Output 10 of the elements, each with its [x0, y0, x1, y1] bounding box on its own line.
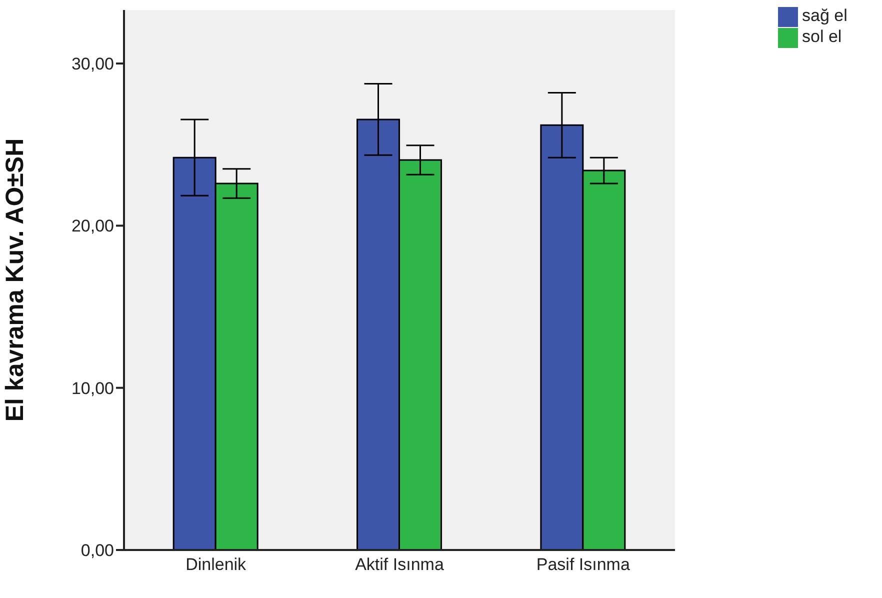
y-axis-title: El kavrama Kuv. AO±SH [0, 138, 29, 422]
y-tick-label: 20,00 [71, 216, 114, 236]
y-tick-label: 30,00 [71, 54, 114, 74]
legend-label: sol el [802, 26, 842, 46]
x-tick-label: Aktif Isınma [355, 555, 444, 574]
x-tick-label: Dinlenik [186, 555, 247, 574]
legend-label: sağ el [802, 6, 848, 25]
y-tick-label: 0,00 [80, 541, 114, 560]
y-tick-label: 10,00 [71, 378, 114, 398]
x-tick-label: Pasif Isınma [536, 555, 630, 574]
